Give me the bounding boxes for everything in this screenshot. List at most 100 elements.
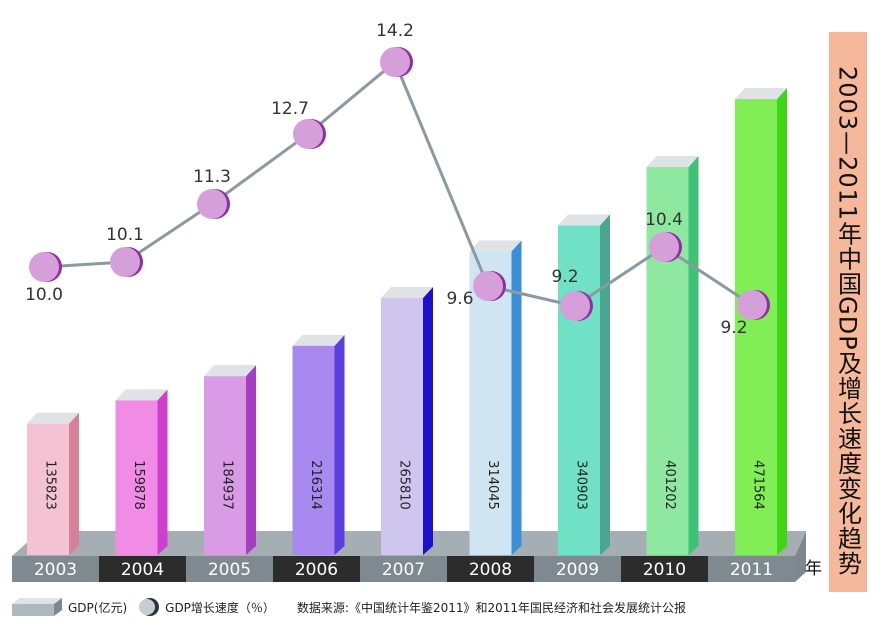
bar-value-label: 184937: [220, 460, 235, 510]
chart-title: 2003—2011年中国GDP及增长速度变化趋势: [833, 66, 862, 576]
legend: GDP(亿元) GDP增长速度（％） 数据来源:《中国统计年鉴2011》和201…: [12, 594, 686, 620]
data-source: 数据来源:《中国统计年鉴2011》和2011年国民经济和社会发展统计公报: [296, 600, 687, 615]
bar-side: [246, 365, 256, 555]
year-cell: [186, 556, 273, 582]
x-tick-label: 2009: [556, 560, 599, 580]
bar-value-label: 401202: [662, 460, 677, 510]
bar-series: 135823 159878 184937 216314 265810 314045 3409…: [27, 88, 787, 556]
bar-2010: 401202: [646, 156, 699, 555]
growth-point-2011: 9.2: [720, 290, 770, 338]
bar-value-label: 159878: [131, 460, 146, 510]
bar-front: [469, 251, 512, 555]
bar-2005: 184937: [204, 365, 256, 555]
bar-2003: 135823: [27, 412, 79, 555]
bar-2009: 340903: [558, 214, 610, 556]
growth-line-series: 10.0 10.1 11.3 12.7 14.2 9.6 9.2 10.4 9.2: [25, 21, 770, 338]
legend-gdp-label: GDP(亿元): [68, 600, 128, 615]
x-tick-label: 2004: [121, 560, 164, 580]
growth-value-label: 10.4: [645, 210, 683, 230]
bar-top: [115, 389, 168, 401]
growth-point: [29, 252, 59, 282]
legend-growth-label: GDP增长速度（％）: [165, 600, 275, 615]
bar-2004: 159878: [115, 389, 168, 555]
bar-front: [735, 99, 777, 555]
bar-top: [646, 156, 699, 168]
x-tick-label: 2011: [730, 560, 773, 580]
bar-front: [646, 167, 689, 555]
growth-value-label: 11.3: [193, 167, 231, 187]
growth-point: [293, 119, 323, 149]
bar-2008: 314045: [469, 240, 522, 555]
growth-value-label: 14.2: [376, 21, 414, 41]
growth-point-2006: 12.7: [271, 99, 326, 149]
year-cell: [447, 556, 534, 582]
year-axis: 2003 2004 2005 2006 2007 2008 2009 2010 2011: [12, 556, 795, 582]
growth-line: [43, 59, 753, 308]
bar-2011: 471564: [735, 88, 787, 555]
title-panel: 2003—2011年中国GDP及增长速度变化趋势: [829, 32, 867, 592]
x-tick-label: 2005: [208, 560, 251, 580]
bar-side: [777, 88, 787, 555]
year-cell: [534, 556, 621, 582]
bar-top: [469, 240, 522, 252]
bar-top: [735, 88, 787, 99]
bar-front: [115, 400, 158, 555]
bar-value-label: 340903: [574, 460, 589, 510]
bar-side: [688, 156, 699, 555]
year-cell: [273, 556, 360, 582]
growth-value-label: 9.2: [551, 267, 578, 287]
growth-point-2004: 10.1: [106, 225, 144, 277]
x-tick-label: 2010: [643, 560, 686, 580]
x-tick-label: 2003: [34, 560, 77, 580]
x-tick-label: 2007: [382, 560, 425, 580]
growth-value-label: 9.2: [720, 318, 747, 338]
x-tick-label: 2008: [469, 560, 512, 580]
growth-point: [473, 271, 503, 301]
growth-point: [560, 291, 590, 321]
growth-value-label: 9.6: [446, 289, 473, 309]
bar-front: [292, 345, 335, 555]
bar-front: [381, 297, 423, 555]
growth-point-2007: 14.2: [376, 21, 414, 77]
growth-point-2003: 10.0: [25, 252, 63, 305]
bar-side: [600, 214, 610, 556]
year-cell: [621, 556, 708, 582]
bar-value-label: 471564: [751, 460, 766, 510]
bar-top: [292, 334, 345, 346]
year-cell: [12, 556, 99, 582]
bar-side: [511, 240, 522, 555]
bar-top: [558, 214, 610, 226]
bar-top: [27, 412, 79, 424]
legend-growth-swatch: [139, 598, 160, 616]
growth-value-label: 10.0: [25, 285, 63, 305]
bar-2006: 216314: [292, 334, 345, 555]
bar-side: [69, 412, 79, 555]
growth-point: [110, 247, 140, 277]
x-tick-label: 2006: [295, 560, 338, 580]
bar-top: [204, 365, 256, 377]
growth-value-label: 12.7: [271, 99, 309, 119]
bar-side: [157, 389, 168, 555]
bar-value-label: 135823: [43, 460, 58, 510]
x-axis-label: 年: [805, 559, 822, 579]
growth-point-2005: 11.3: [193, 167, 231, 219]
bar-top: [381, 286, 433, 298]
bar-value-label: 216314: [308, 460, 323, 510]
bar-front: [204, 376, 246, 555]
bar-value-label: 314045: [485, 460, 500, 510]
growth-point: [649, 232, 679, 262]
bar-value-label: 265810: [397, 460, 412, 510]
growth-point-2010: 10.4: [645, 210, 683, 262]
platform-side: [795, 531, 806, 582]
year-cell: [360, 556, 447, 582]
growth-point: [380, 47, 410, 77]
growth-point: [197, 189, 227, 219]
bar-2007: 265810: [381, 286, 433, 555]
bar-side: [423, 286, 433, 555]
growth-point: [737, 290, 767, 320]
growth-point-2008: 9.6: [446, 271, 506, 309]
growth-value-label: 10.1: [106, 225, 144, 245]
bar-front: [27, 423, 69, 555]
year-cell: [99, 556, 186, 582]
